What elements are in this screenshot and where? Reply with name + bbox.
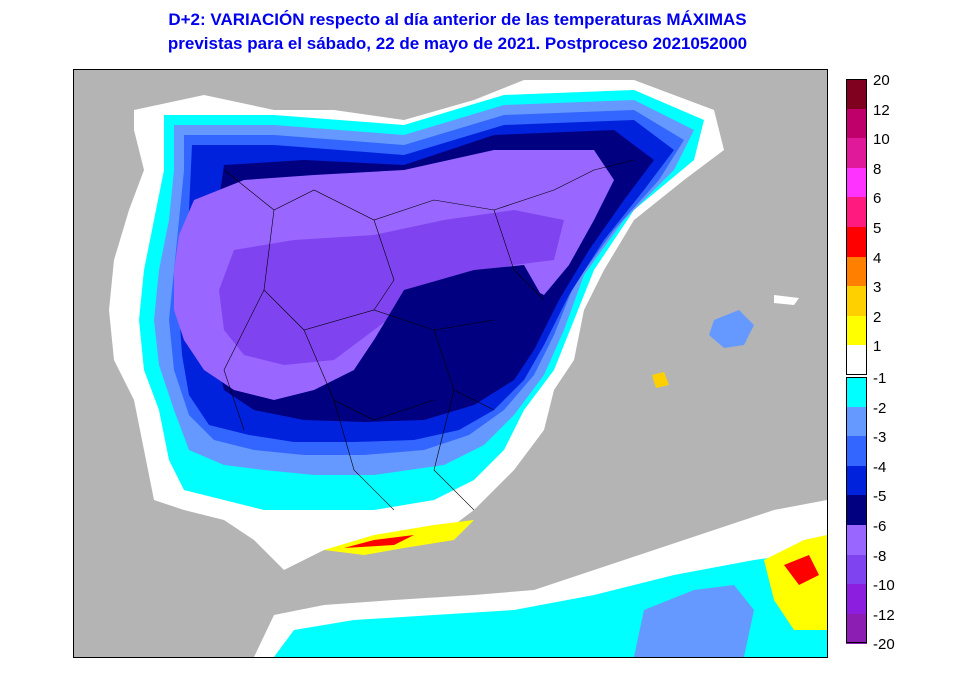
- legend-label--8: -8: [873, 547, 887, 565]
- legend-swatch--12: [846, 613, 867, 644]
- legend-label--12: -12: [873, 606, 895, 624]
- temperature-change-map: [73, 69, 828, 658]
- legend-label-6: 6: [873, 190, 882, 208]
- map-title-line-2: previstas para el sábado, 22 de mayo de …: [167, 34, 748, 53]
- region-borders: [223, 159, 635, 511]
- legend-positive-border: [846, 79, 867, 375]
- north-africa-blue: [634, 585, 754, 657]
- legend-label--1: -1: [873, 370, 887, 387]
- legend-swatch-3: [846, 286, 867, 317]
- legend-label-12: 12: [873, 101, 890, 119]
- legend-label-4: 4: [873, 249, 882, 267]
- legend-swatch-12: [846, 108, 867, 139]
- legend-label--20: -20: [873, 636, 895, 654]
- legend-label--5: -5: [873, 488, 887, 506]
- legend-swatch-20: [846, 79, 867, 109]
- legend-label-8: 8: [873, 160, 882, 178]
- map-title-line-1: D+2: VARIACIÓN respecto al día anterior …: [168, 10, 747, 29]
- north-africa-red: [784, 555, 819, 585]
- legend-label-10: 10: [873, 131, 890, 149]
- island-mallorca: [709, 310, 754, 348]
- legend-swatch-4: [846, 256, 867, 287]
- island-menorca: [774, 295, 799, 305]
- legend-swatch-10: [846, 138, 867, 169]
- legend-label-20: 20: [873, 72, 890, 89]
- legend-label-1: 1: [873, 338, 882, 356]
- legend-swatch--8: [846, 554, 867, 585]
- legend-swatch--1: [846, 377, 867, 407]
- legend-swatch-8: [846, 167, 867, 198]
- legend-swatch--5: [846, 495, 867, 526]
- legend-label-5: 5: [873, 220, 882, 237]
- legend-swatch-6: [846, 197, 867, 228]
- color-legend: 20 12 10 8 6 5 4 3 2 1 -1 -2 -3 -4 -5 -6 -8 -10 -12 -20: [846, 0, 966, 689]
- north-africa-yellow: [764, 535, 827, 630]
- legend-label--2: -2: [873, 399, 887, 417]
- legend-label--10: -10: [873, 577, 895, 595]
- legend-swatch--3: [846, 436, 867, 467]
- legend-swatch--4: [846, 465, 867, 496]
- legend-swatch--2: [846, 406, 867, 437]
- legend-label--3: -3: [873, 429, 887, 447]
- zone-minus-8: [219, 210, 564, 365]
- legend-label-2: 2: [873, 308, 882, 326]
- legend-swatch-5: [846, 227, 867, 257]
- legend-swatch-1: [846, 345, 867, 376]
- zone-plus-south-coast-red: [344, 535, 414, 548]
- legend-label--6: -6: [873, 518, 887, 535]
- legend-swatch--10: [846, 584, 867, 615]
- zone-minus-5-interior: [354, 265, 544, 385]
- island-ibiza: [652, 372, 669, 388]
- legend-swatch-2: [846, 315, 867, 346]
- legend-label--4: -4: [873, 458, 887, 476]
- legend-negative-border: [846, 377, 867, 644]
- legend-label-3: 3: [873, 279, 882, 297]
- legend-swatch--6: [846, 525, 867, 555]
